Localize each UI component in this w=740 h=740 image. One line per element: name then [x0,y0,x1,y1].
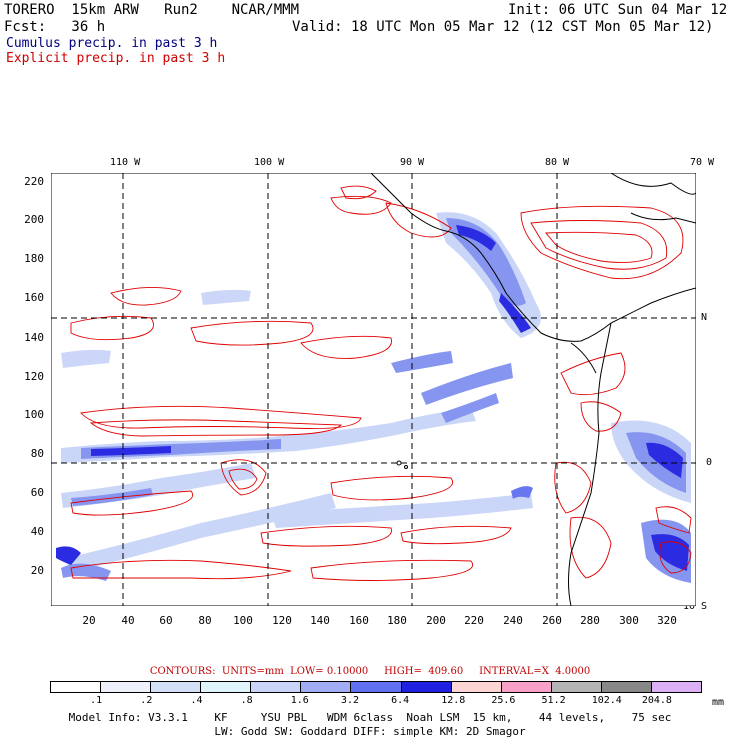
x-tick: 140 [310,614,330,627]
physics-info: LW: Godd SW: Goddard DIFF: simple KM: 2D… [214,725,526,738]
lon-label-110w: 110 W [110,157,141,168]
color-swatch [301,682,352,692]
y-tick: 160 [24,291,44,304]
valid-time: Valid: 18 UTC Mon 05 Mar 12 (12 CST Mon … [292,19,714,35]
graticule [51,173,696,606]
x-tick: 100 [233,614,253,627]
color-scale-label: .1 [90,695,103,706]
x-tick: 200 [426,614,446,627]
y-tick: 140 [24,331,44,344]
color-scale-label: 25.6 [491,695,516,706]
y-tick: 180 [24,252,44,265]
precip-map [51,173,696,606]
explicit-precip-layer [70,185,692,581]
y-tick: 200 [24,213,44,226]
color-swatch [601,682,652,692]
y-tick: 60 [30,486,44,499]
x-tick: 320 [657,614,677,627]
lat-label-0: 0 [706,457,713,468]
y-tick: 20 [30,564,44,577]
y-tick: 80 [30,447,44,460]
lon-label-80w: 80 W [545,157,570,168]
x-tick: 20 [82,614,96,627]
x-tick: 300 [619,614,639,627]
color-swatch [251,682,302,692]
color-swatch [151,682,202,692]
color-swatch [551,682,602,692]
x-tick: 220 [464,614,484,627]
model-title: TORERO 15km ARW Run2 NCAR/MMM [4,2,300,18]
color-scale-unit: mm [712,697,725,708]
color-scale-label: 102.4 [591,695,622,706]
y-tick: 40 [30,525,44,538]
init-time: Init: 06 UTC Sun 04 Mar 12 [508,2,728,18]
y-tick: 120 [24,370,44,383]
forecast-hour: Fcst: 36 h [4,19,106,35]
color-swatch [651,682,702,692]
model-info: Model Info: V3.3.1 KF YSU PBL WDM 6class… [68,711,672,724]
color-scale-label: 3.2 [340,695,359,706]
lon-label-70w: 70 W [690,157,715,168]
color-swatch [401,682,452,692]
x-tick: 40 [121,614,135,627]
x-tick: 120 [272,614,292,627]
color-scale-label: .2 [140,695,153,706]
x-tick: 240 [503,614,523,627]
color-swatch [351,682,402,692]
x-tick: 160 [349,614,369,627]
x-tick: 60 [159,614,173,627]
color-scale-label: .4 [190,695,203,706]
lon-label-90w: 90 W [400,157,425,168]
contour-info: CONTOURS: UNITS=mm LOW= 0.10000 HIGH= 40… [149,666,591,677]
color-scale-label: 6.4 [391,695,410,706]
color-swatch [501,682,552,692]
color-scale-bar [50,681,702,693]
y-tick: 220 [24,175,44,188]
color-swatch [451,682,502,692]
x-tick: 180 [387,614,407,627]
color-scale-label: 12.8 [441,695,466,706]
color-scale-label: 204.8 [641,695,672,706]
color-scale-label: 51.2 [541,695,566,706]
x-tick: 260 [542,614,562,627]
color-scale-label: .8 [240,695,253,706]
color-swatch [101,682,152,692]
color-scale-label: 1.6 [290,695,309,706]
color-swatch [201,682,252,692]
legend-explicit: Explicit precip. in past 3 h [6,51,226,66]
map-frame [51,173,696,606]
y-tick: 100 [24,408,44,421]
lon-label-100w: 100 W [254,157,285,168]
color-swatch [51,682,102,692]
x-tick: 80 [198,614,212,627]
x-tick: 280 [580,614,600,627]
legend-cumulus: Cumulus precip. in past 3 h [6,36,218,51]
lat-label-10s: 10 S [683,601,708,612]
